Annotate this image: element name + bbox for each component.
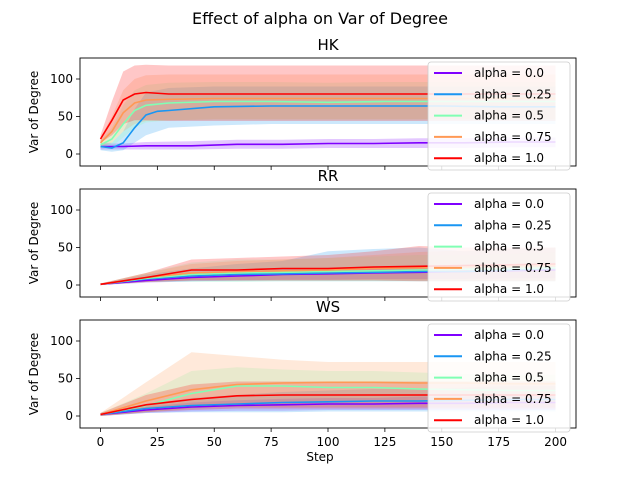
x-tick-label: 100 [317, 435, 340, 449]
legend-label: alpha = 1.0 [474, 282, 544, 296]
legend-label: alpha = 0.25 [474, 349, 552, 363]
legend-label: alpha = 0.5 [474, 371, 544, 385]
legend-label: alpha = 0.25 [474, 87, 552, 101]
legend-label: alpha = 0.25 [474, 218, 552, 232]
y-axis-label: Var of Degree [27, 333, 41, 415]
legend-label: alpha = 0.5 [474, 240, 544, 254]
chart-panel-ws: 0 25 50 75 100 125 150 175 200 0 50 100 WS Var of Deg… [27, 298, 577, 449]
panel-title: RR [318, 167, 339, 185]
figure-xlabel: Step [306, 450, 333, 464]
legend-label: alpha = 0.0 [474, 66, 544, 80]
x-tick-label: 200 [544, 435, 567, 449]
y-tick-label: 100 [50, 203, 73, 217]
legend-label: alpha = 1.0 [474, 413, 544, 427]
legend-box [427, 192, 571, 302]
x-tick-label: 25 [150, 435, 165, 449]
y-axis-label: Var of Degree [27, 71, 41, 153]
legend: alpha = 0.0 alpha = 0.25 alpha = 0.5 alpha … [427, 192, 571, 302]
legend-box [427, 323, 571, 433]
y-tick-label: 0 [65, 278, 73, 292]
legend-box [427, 61, 571, 171]
y-tick-label: 100 [50, 72, 73, 86]
y-tick-label: 0 [65, 147, 73, 161]
legend: alpha = 0.0 alpha = 0.25 alpha = 0.5 alpha … [427, 323, 571, 433]
x-tick-label: 125 [373, 435, 396, 449]
legend-label: alpha = 0.75 [474, 261, 552, 275]
legend: alpha = 0.0 alpha = 0.25 alpha = 0.5 alpha … [427, 61, 571, 171]
y-tick-label: 50 [58, 372, 73, 386]
y-tick-label: 50 [58, 241, 73, 255]
legend-label: alpha = 0.75 [474, 130, 552, 144]
legend-label: alpha = 0.0 [474, 328, 544, 342]
panel-title: HK [317, 36, 339, 54]
x-tick-label: 150 [430, 435, 453, 449]
y-axis-label: Var of Degree [27, 202, 41, 284]
legend-label: alpha = 0.5 [474, 109, 544, 123]
x-tick-label: 50 [207, 435, 222, 449]
legend-label: alpha = 1.0 [474, 151, 544, 165]
x-tick-label: 175 [487, 435, 510, 449]
y-tick-label: 0 [65, 409, 73, 423]
x-tick-label: 0 [97, 435, 105, 449]
y-tick-label: 50 [58, 110, 73, 124]
legend-label: alpha = 0.0 [474, 197, 544, 211]
panel-title: WS [316, 298, 340, 316]
y-tick-label: 100 [50, 334, 73, 348]
figure-suptitle: Effect of alpha on Var of Degree [192, 9, 448, 28]
x-tick-label: 75 [263, 435, 278, 449]
legend-label: alpha = 0.75 [474, 392, 552, 406]
